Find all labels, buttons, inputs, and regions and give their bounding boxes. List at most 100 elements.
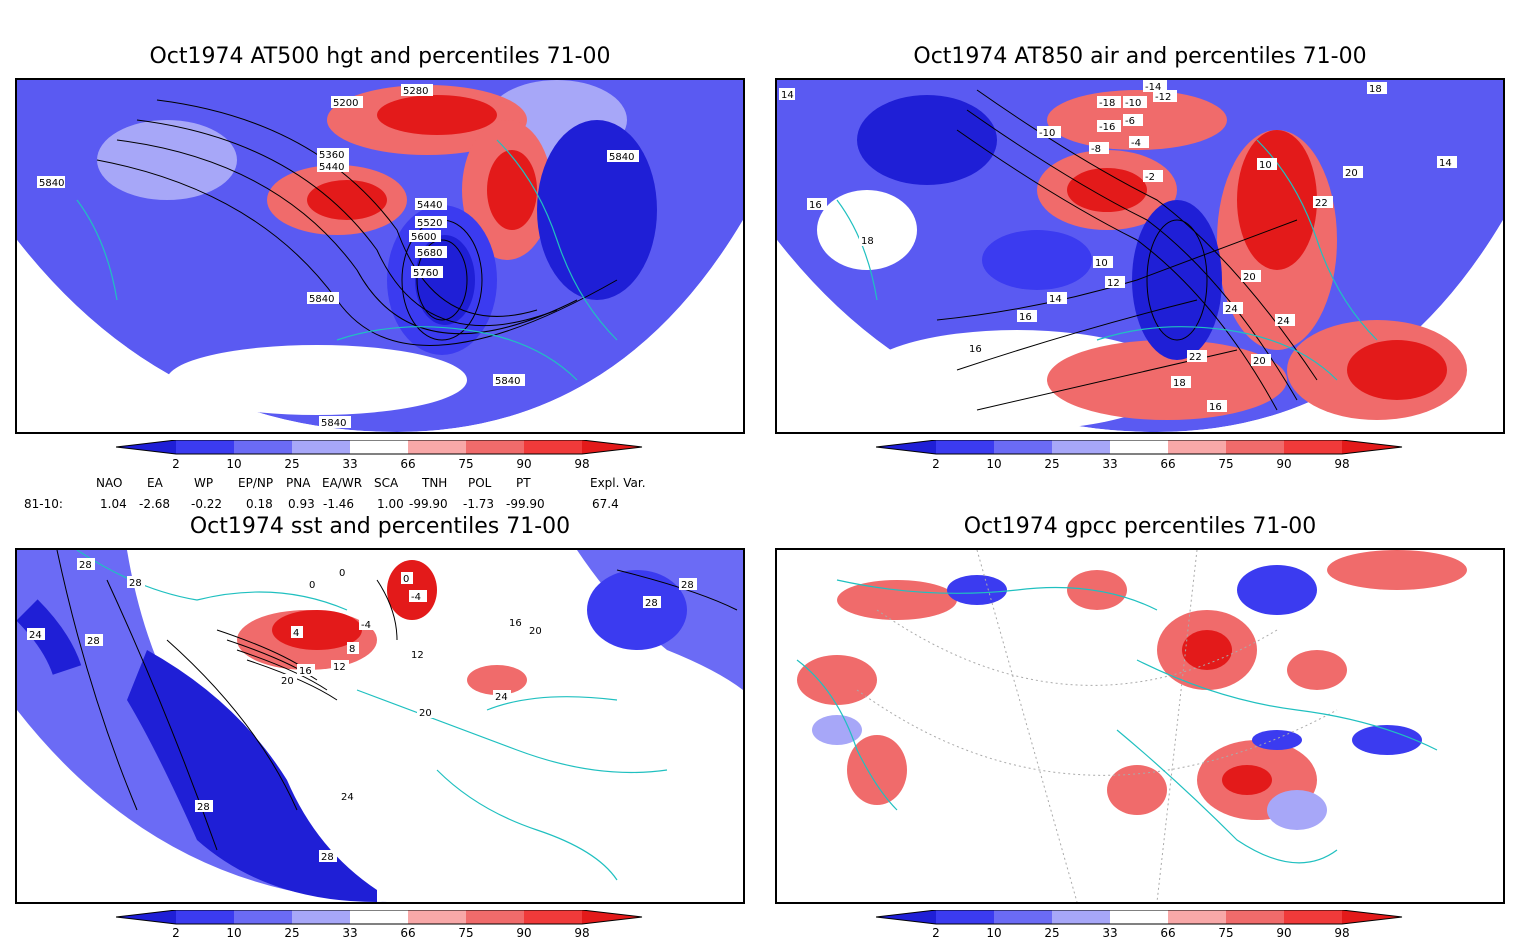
colorbar-tick: 33 xyxy=(342,457,357,471)
contour-label: -12 xyxy=(1155,92,1171,103)
contour-label: 14 xyxy=(1049,294,1062,305)
colorbar-bottom-right: 2 10 25 33 66 75 90 98 xyxy=(876,910,1406,950)
contour-label: -4 xyxy=(361,620,371,631)
contour-label: -8 xyxy=(1091,144,1101,155)
contour-label: 16 xyxy=(1209,402,1222,413)
contour-label: 8 xyxy=(349,644,355,655)
contour-label: 5440 xyxy=(417,200,442,211)
colorbar-tick: 25 xyxy=(1044,457,1059,471)
contour-label: 28 xyxy=(197,802,210,813)
colorbar-tick: 66 xyxy=(400,457,415,471)
contour-label: 20 xyxy=(419,708,432,719)
contour-label: 0 xyxy=(309,580,315,591)
contour-label: 16 xyxy=(809,200,822,211)
colorbar-tick: 10 xyxy=(226,926,241,940)
contour-label: 16 xyxy=(299,666,312,677)
contour-label: -4 xyxy=(411,592,421,603)
contour-label: -10 xyxy=(1125,98,1141,109)
contour-label: 5840 xyxy=(321,418,346,429)
index-header: PNA xyxy=(286,476,311,490)
contour-label: 18 xyxy=(1173,378,1186,389)
contour-label: 24 xyxy=(341,792,354,803)
contour-label: 5200 xyxy=(333,98,358,109)
colorbar-tick: 2 xyxy=(932,926,940,940)
colorbar-tick: 75 xyxy=(458,457,473,471)
colorbar-tick: 10 xyxy=(986,457,1001,471)
contour-label: 28 xyxy=(79,560,92,571)
contour-label: 5760 xyxy=(413,268,438,279)
contour-label: 24 xyxy=(29,630,42,641)
contour-label: 12 xyxy=(333,662,346,673)
colorbar-tick: 33 xyxy=(1102,457,1117,471)
contour-label: 16 xyxy=(969,344,982,355)
colorbar-tick: 10 xyxy=(226,457,241,471)
map-panel-hgt500: 5200 5280 5360 5440 5440 5520 5600 5680 … xyxy=(15,78,745,434)
contour-label: 28 xyxy=(87,636,100,647)
contour-label: 20 xyxy=(1253,356,1266,367)
colorbar-tick: 66 xyxy=(1160,926,1175,940)
contour-label: 5840 xyxy=(39,178,64,189)
contour-label: 0 xyxy=(403,574,409,585)
contour-label: -18 xyxy=(1099,98,1115,109)
map-panel-gpcc xyxy=(775,548,1505,904)
colorbar-tick: 75 xyxy=(1218,926,1233,940)
colorbar-tick: 25 xyxy=(284,457,299,471)
colorbar-tick: 66 xyxy=(400,926,415,940)
contour-label: 5520 xyxy=(417,218,442,229)
colorbar-tick: 75 xyxy=(1218,457,1233,471)
contour-label: 20 xyxy=(1243,272,1256,283)
contour-label: 20 xyxy=(1345,168,1358,179)
index-header: WP xyxy=(194,476,214,490)
contour-labels-sst: 28 28 24 28 0 0 0 -4 4 -4 8 12 16 20 12 … xyxy=(27,558,697,863)
colorbar-bottom-left: 2 10 25 33 66 75 90 98 xyxy=(116,910,646,950)
index-value: -0.22 xyxy=(191,497,223,511)
contour-label: 10 xyxy=(1259,160,1272,171)
contour-label: 28 xyxy=(681,580,694,591)
panel-title-hgt500: Oct1974 AT500 hgt and percentiles 71-00 xyxy=(149,44,611,69)
contour-label: 14 xyxy=(1439,158,1452,169)
contour-label: -2 xyxy=(1145,172,1155,183)
index-header: EA/WR xyxy=(322,476,363,490)
contour-label: 22 xyxy=(1315,198,1328,209)
index-value: -1.46 xyxy=(323,497,355,511)
index-header: POL xyxy=(468,476,492,490)
contour-label: 5840 xyxy=(495,376,520,387)
index-header: EP/NP xyxy=(238,476,274,490)
contour-label: 5680 xyxy=(417,248,442,259)
contour-label: -4 xyxy=(1131,138,1141,149)
teleconnection-indices: NAO EA WP EP/NP PNA EA/WR SCA TNH POL PT… xyxy=(0,476,760,516)
contour-label: 12 xyxy=(1107,278,1120,289)
map-hgt500-svg: 5200 5280 5360 5440 5440 5520 5600 5680 … xyxy=(17,80,743,432)
contour-label: 4 xyxy=(293,628,299,639)
contour-label: 0 xyxy=(339,568,345,579)
contour-label: 28 xyxy=(645,598,658,609)
contour-label: 24 xyxy=(1277,316,1290,327)
colorbar-tick: 90 xyxy=(516,926,531,940)
index-header: SCA xyxy=(374,476,399,490)
index-header: PT xyxy=(516,476,531,490)
contour-labels-air850: 14 -14 -12 -10 -18 -16 -6 -8 -4 -10 -2 1… xyxy=(779,80,1457,413)
contour-label: 5360 xyxy=(319,150,344,161)
index-value: 1.00 xyxy=(377,497,404,511)
panel-title-sst: Oct1974 sst and percentiles 71-00 xyxy=(189,514,571,539)
colorbar-tick: 2 xyxy=(932,457,940,471)
contour-label: 20 xyxy=(529,626,542,637)
index-value: 0.18 xyxy=(246,497,273,511)
colorbar-tick: 33 xyxy=(1102,926,1117,940)
index-value: 0.93 xyxy=(288,497,315,511)
contour-label: 5440 xyxy=(319,162,344,173)
contour-label: 5840 xyxy=(309,294,334,305)
contour-label: 22 xyxy=(1189,352,1202,363)
index-value: -99.90 xyxy=(409,497,448,511)
index-header: Expl. Var. xyxy=(590,476,646,490)
map-air850-svg: 14 -14 -12 -10 -18 -16 -6 -8 -4 -10 -2 1… xyxy=(777,80,1503,432)
contour-label: 16 xyxy=(1019,312,1032,323)
colorbar-tick: 90 xyxy=(516,457,531,471)
contour-label: -14 xyxy=(1145,82,1161,93)
contour-label: 18 xyxy=(861,236,874,247)
index-header: NAO xyxy=(96,476,123,490)
index-value: -1.73 xyxy=(463,497,495,511)
contour-label: 12 xyxy=(411,650,424,661)
contour-label: -16 xyxy=(1099,122,1115,133)
contour-label: 5600 xyxy=(411,232,436,243)
